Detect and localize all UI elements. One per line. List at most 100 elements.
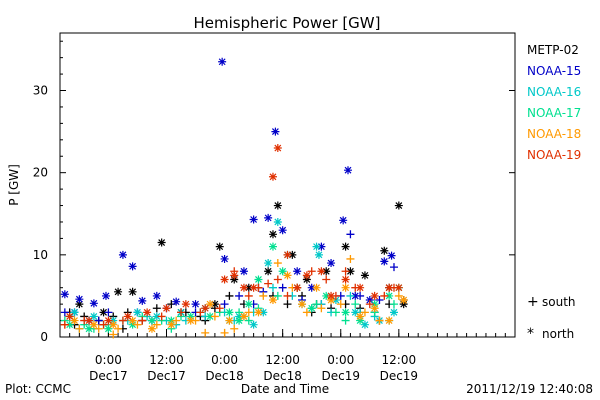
legend-entry: NOAA-15 — [527, 64, 581, 78]
south-point — [264, 279, 273, 288]
south-point — [60, 320, 69, 329]
north-point — [147, 324, 156, 333]
north-point — [235, 312, 244, 321]
symbol-legend-label: south — [542, 295, 576, 309]
north-point — [389, 308, 398, 317]
north-point — [249, 283, 258, 292]
north-point — [249, 215, 258, 224]
north-point — [89, 320, 98, 329]
north-point — [65, 312, 74, 321]
north-point — [271, 127, 280, 136]
south-point — [322, 275, 331, 284]
north-point — [351, 291, 360, 300]
north-point — [167, 316, 176, 325]
north-point — [191, 300, 200, 309]
y-tick-label: 20 — [33, 166, 48, 180]
south-point — [215, 304, 224, 313]
north-point — [278, 267, 287, 276]
north-point — [152, 291, 161, 300]
y-tick-label: 30 — [33, 84, 48, 98]
south-point — [196, 308, 205, 317]
south-point — [360, 308, 369, 317]
north-point — [268, 242, 277, 251]
x-tick-label-date: Dec17 — [89, 369, 128, 383]
north-point — [201, 304, 210, 313]
north-point — [278, 226, 287, 235]
north-point — [341, 242, 350, 251]
south-point — [152, 304, 161, 313]
north-point — [288, 250, 297, 259]
legend-entry: NOAA-16 — [527, 85, 581, 99]
north-point — [380, 257, 389, 266]
north-point — [215, 242, 224, 251]
north-point — [399, 296, 408, 305]
north-point — [220, 275, 229, 284]
south-point — [230, 324, 239, 333]
south-point — [235, 291, 244, 300]
north-point — [259, 308, 268, 317]
north-point — [101, 291, 110, 300]
north-point — [133, 308, 142, 317]
south-point — [341, 316, 350, 325]
north-point — [138, 296, 147, 305]
south-point — [75, 324, 84, 333]
south-point — [60, 308, 69, 317]
north-point — [356, 312, 365, 321]
north-point — [293, 267, 302, 276]
north-point — [370, 304, 379, 313]
y-axis-label: P [GW] — [7, 164, 21, 206]
north-point — [186, 316, 195, 325]
north-point — [147, 316, 156, 325]
north-point — [239, 267, 248, 276]
north-point — [225, 308, 234, 317]
north-point — [104, 324, 113, 333]
south-point — [317, 304, 326, 313]
north-point — [220, 254, 229, 263]
plot-frame — [59, 32, 516, 338]
south-point — [118, 316, 127, 325]
north-point — [123, 312, 132, 321]
north-point — [387, 251, 396, 260]
north-point — [293, 283, 302, 292]
north-point — [254, 275, 263, 284]
south-point — [152, 320, 161, 329]
north-point — [218, 57, 227, 66]
south-point — [331, 308, 340, 317]
north-point — [206, 312, 215, 321]
north-point — [186, 312, 195, 321]
x-tick-label-date: Dec18 — [205, 369, 244, 383]
north-point — [118, 250, 127, 259]
south-point — [138, 316, 147, 325]
north-point — [331, 296, 340, 305]
north-point — [360, 320, 369, 329]
north-point — [114, 287, 123, 296]
north-point — [75, 300, 84, 309]
north-point — [312, 242, 321, 251]
symbol-legend-marker: * — [527, 326, 534, 342]
north-point — [249, 320, 258, 329]
north-point — [268, 172, 277, 181]
north-point — [167, 320, 176, 329]
symbol-legend: + south * north — [527, 294, 576, 342]
north-point — [143, 308, 152, 317]
south-point — [273, 259, 282, 268]
north-point — [273, 201, 282, 210]
north-point — [60, 290, 69, 299]
south-point — [210, 312, 219, 321]
north-point — [210, 300, 219, 309]
south-point — [389, 263, 398, 272]
legend: METP-02 NOAA-15 NOAA-16 NOAA-17 NOAA-18 NOAA-… — [527, 43, 581, 162]
north-point — [104, 316, 113, 325]
north-point — [128, 316, 137, 325]
south-point — [244, 316, 253, 325]
south-point — [220, 328, 229, 337]
north-point — [302, 275, 311, 284]
south-point — [94, 324, 103, 333]
south-point — [346, 230, 355, 239]
x-tick-label-time: 12:00 — [382, 353, 417, 367]
south-point — [99, 320, 108, 329]
north-point — [152, 312, 161, 321]
x-tick-label-time: 12:00 — [265, 353, 300, 367]
x-tick-label-time: 0:00 — [327, 353, 354, 367]
south-point — [114, 324, 123, 333]
